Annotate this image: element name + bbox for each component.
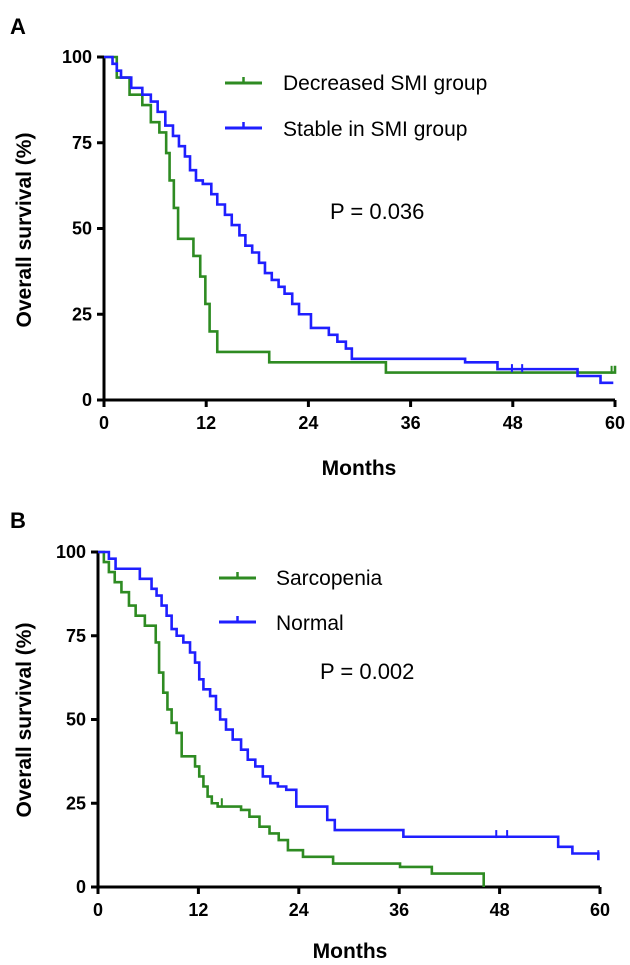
x-tick-label: 24 (298, 413, 318, 433)
y-tick-label: 50 (72, 219, 92, 239)
y-tick-label: 75 (66, 626, 86, 646)
legend-item-stable: Stable in SMI group (225, 118, 467, 141)
y-axis-title: Overall survival (%) (13, 133, 36, 328)
legend: Decreased SMI group Stable in SMI group (225, 72, 487, 141)
y-tick-label: 100 (62, 47, 92, 67)
x-tick-label: 48 (503, 413, 523, 433)
y-tick-label: 25 (72, 304, 92, 324)
x-tick-label: 60 (590, 900, 610, 920)
y-tick-label: 0 (76, 877, 86, 897)
series-line-sarcopenia (98, 550, 485, 887)
legend-item-normal: Normal (219, 612, 344, 635)
series-line-normal (98, 550, 600, 861)
x-tick-label: 0 (93, 900, 103, 920)
y-tick-label: 25 (66, 793, 86, 813)
x-tick-label: 36 (401, 413, 421, 433)
legend: Sarcopenia Normal (219, 567, 383, 635)
x-tick-label: 48 (490, 900, 510, 920)
x-axis-title: Months (313, 940, 388, 963)
y-tick-label: 75 (72, 133, 92, 153)
panel-b: B Overall survival (%) Months P = 0.002 … (10, 508, 610, 963)
legend-label: Sarcopenia (276, 567, 383, 590)
x-tick-label: 0 (99, 413, 109, 433)
y-tick-label: 100 (56, 542, 86, 562)
panel-label: B (10, 508, 26, 533)
legend-label: Decreased SMI group (283, 72, 487, 95)
y-tick-label: 50 (66, 710, 86, 730)
x-tick-label: 24 (289, 900, 309, 920)
x-tick-label: 36 (389, 900, 409, 920)
panel-label: A (10, 14, 26, 39)
y-axis-title: Overall survival (%) (13, 623, 36, 818)
x-axis-title: Months (322, 457, 397, 480)
legend-label: Normal (276, 612, 344, 635)
panel-a: A Overall survival (%) Months P = 0.036 … (10, 14, 625, 480)
series-line-stable-in-smi-group (104, 55, 614, 385)
x-tick-label: 12 (188, 900, 208, 920)
legend-item-decreased: Decreased SMI group (225, 72, 487, 95)
series-line-decreased-smi-group (104, 55, 617, 374)
p-value-annotation: P = 0.036 (330, 199, 424, 224)
p-value-annotation: P = 0.002 (320, 659, 414, 684)
y-tick-label: 0 (82, 390, 92, 410)
x-tick-label: 12 (196, 413, 216, 433)
legend-item-sarcopenia: Sarcopenia (219, 567, 383, 590)
x-tick-label: 60 (605, 413, 625, 433)
legend-label: Stable in SMI group (283, 118, 467, 141)
